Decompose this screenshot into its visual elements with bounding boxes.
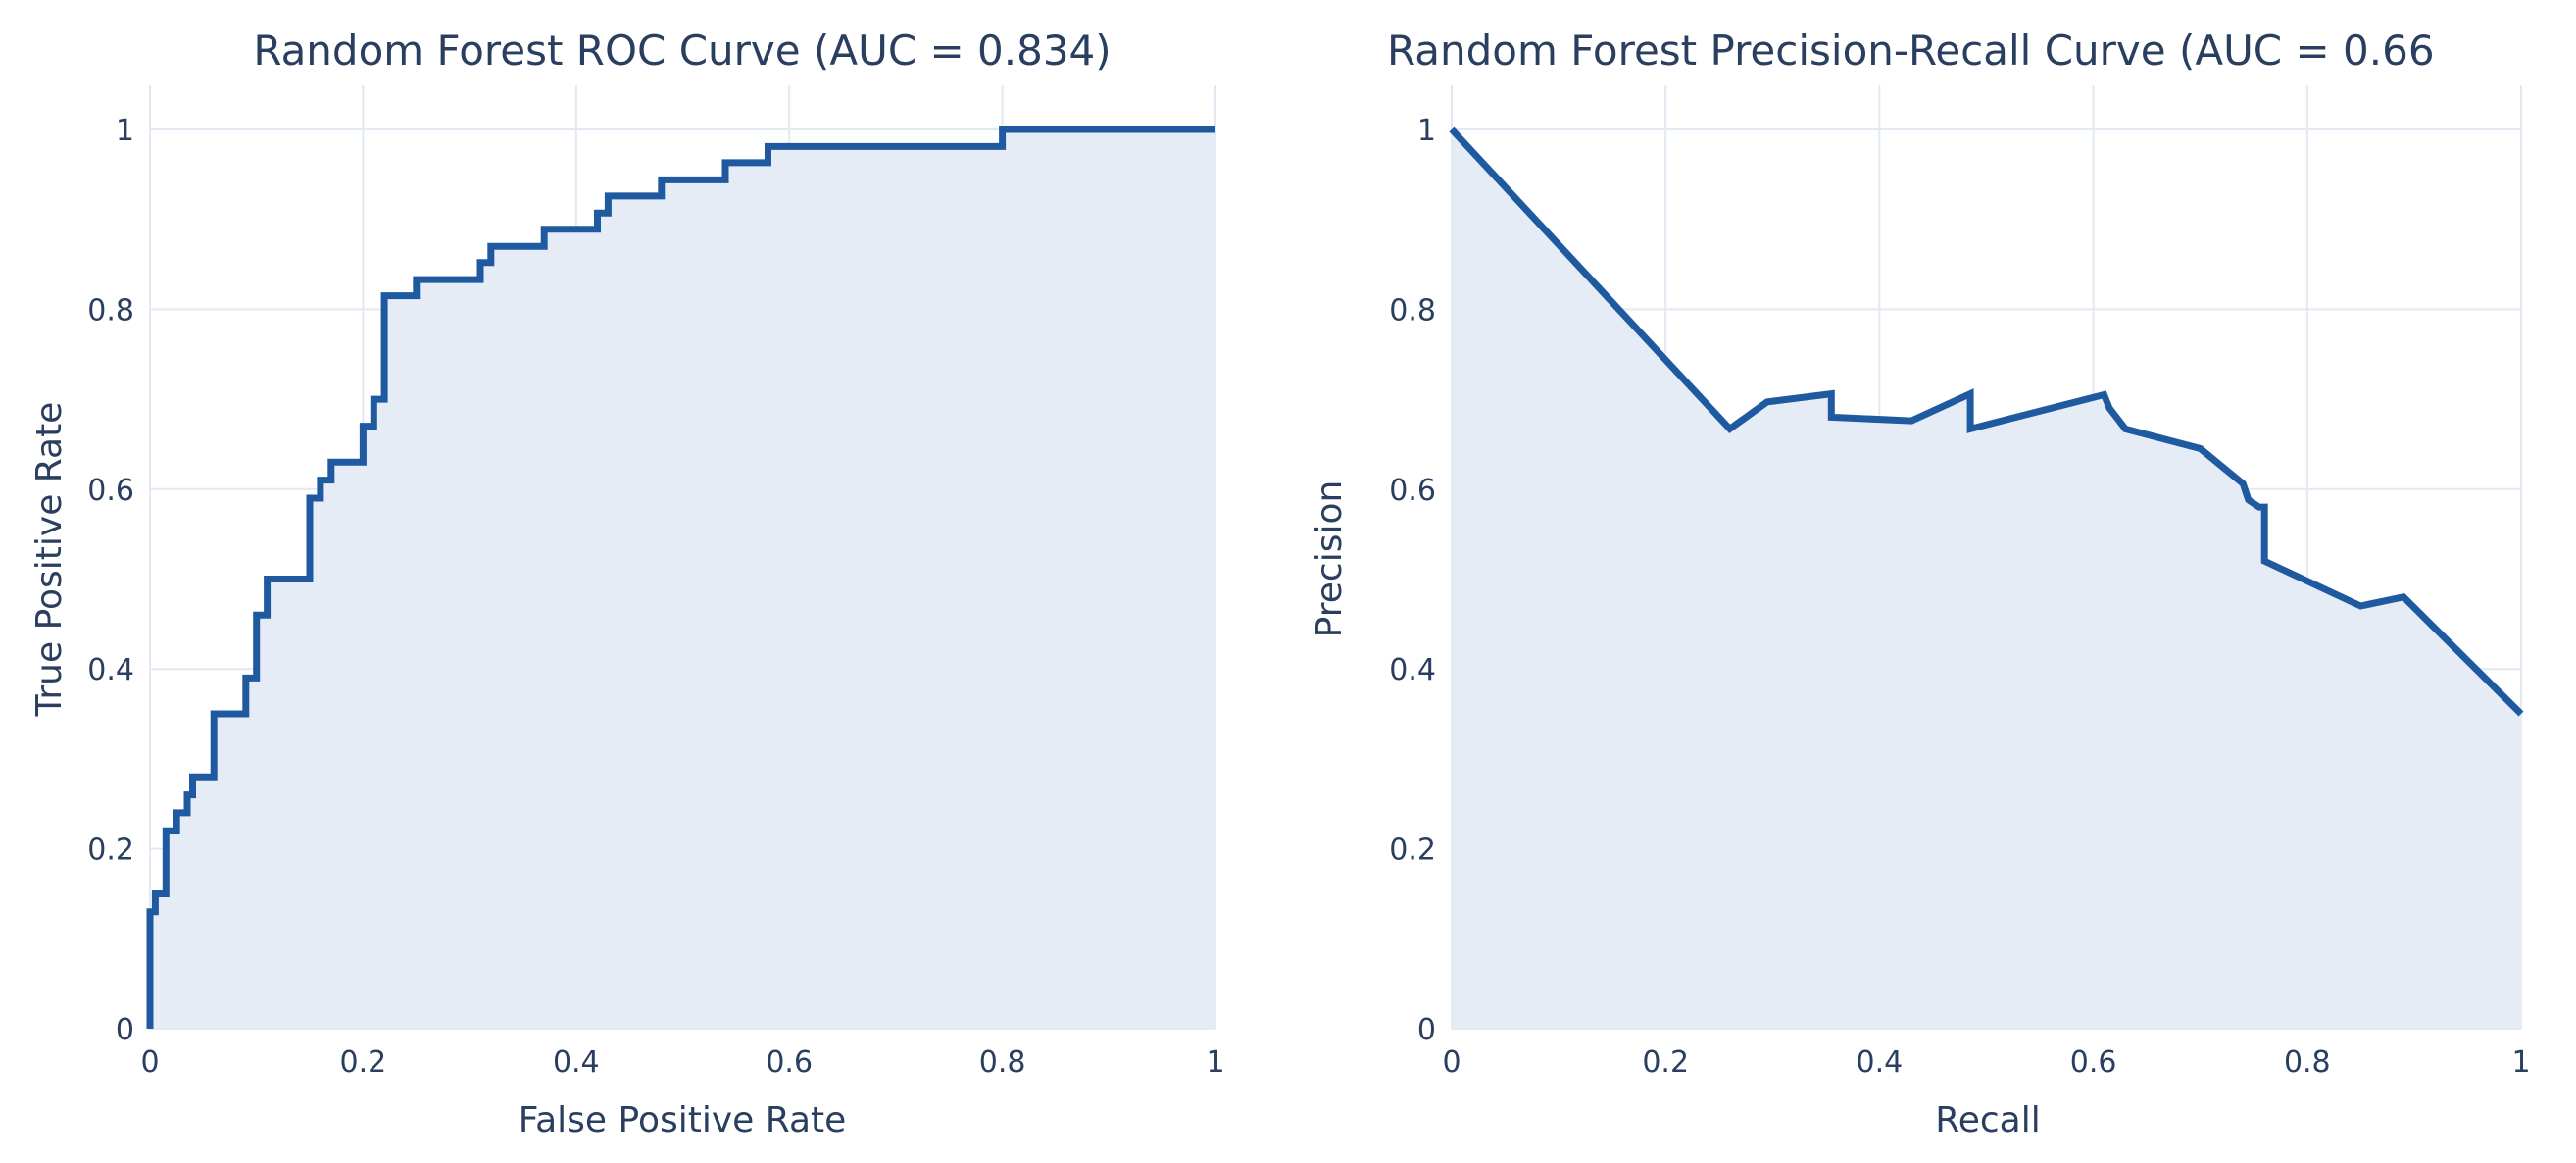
pr-x-tick-label: 0.2 — [1642, 1045, 1689, 1080]
roc-x-tick-label: 0 — [140, 1045, 159, 1080]
pr-x-tick-labels: 0 0.2 0.4 0.6 0.8 1 — [1442, 1045, 2530, 1080]
roc-chart-title: Random Forest ROC Curve (AUC = 0.834) — [253, 26, 1111, 75]
pr-y-tick-label: 0.2 — [1389, 834, 1436, 868]
roc-x-axis-title: False Positive Rate — [519, 1100, 847, 1140]
roc-y-tick-labels: 0 0.2 0.4 0.6 0.8 1 — [87, 114, 134, 1047]
pr-y-tick-label: 0.8 — [1389, 293, 1436, 328]
pr-area-fill — [1452, 129, 2521, 1029]
pr-y-tick-label: 1 — [1417, 114, 1436, 148]
pr-chart-panel: Random Forest Precision-Recall Curve (AU… — [1310, 26, 2531, 1140]
roc-x-tick-labels: 0 0.2 0.4 0.6 0.8 1 — [140, 1045, 1224, 1080]
pr-y-tick-label: 0 — [1417, 1013, 1436, 1047]
roc-y-tick-label: 0.6 — [87, 474, 134, 508]
roc-y-tick-label: 1 — [116, 114, 134, 148]
roc-y-axis-title: True Positive Rate — [29, 402, 70, 718]
roc-x-tick-label: 0.2 — [340, 1045, 387, 1080]
roc-x-tick-label: 0.8 — [979, 1045, 1026, 1080]
roc-area-fill — [150, 129, 1215, 1029]
pr-y-axis-title: Precision — [1310, 480, 1350, 638]
pr-y-tick-labels: 0 0.2 0.4 0.6 0.8 1 — [1389, 114, 1436, 1047]
pr-chart-title: Random Forest Precision-Recall Curve (AU… — [1387, 26, 2435, 75]
roc-y-tick-label: 0.4 — [87, 653, 134, 687]
pr-x-axis-title: Recall — [1935, 1100, 2040, 1140]
roc-x-tick-label: 0.6 — [766, 1045, 813, 1080]
roc-x-tick-label: 0.4 — [553, 1045, 600, 1080]
pr-x-tick-label: 0 — [1442, 1045, 1461, 1080]
pr-y-tick-label: 0.4 — [1389, 653, 1436, 687]
pr-curve-line — [1449, 126, 2524, 717]
roc-x-tick-label: 1 — [1206, 1045, 1224, 1080]
pr-y-tick-label: 0.6 — [1389, 474, 1436, 508]
roc-y-tick-label: 0.8 — [87, 293, 134, 328]
pr-x-tick-label: 1 — [2511, 1045, 2530, 1080]
roc-curve-line — [146, 126, 1215, 1029]
pr-x-tick-label: 0.6 — [2070, 1045, 2117, 1080]
pr-x-tick-label: 0.4 — [1857, 1045, 1904, 1080]
roc-y-tick-label: 0 — [116, 1013, 134, 1047]
pr-x-tick-label: 0.8 — [2284, 1045, 2331, 1080]
roc-y-tick-label: 0.2 — [87, 834, 134, 868]
